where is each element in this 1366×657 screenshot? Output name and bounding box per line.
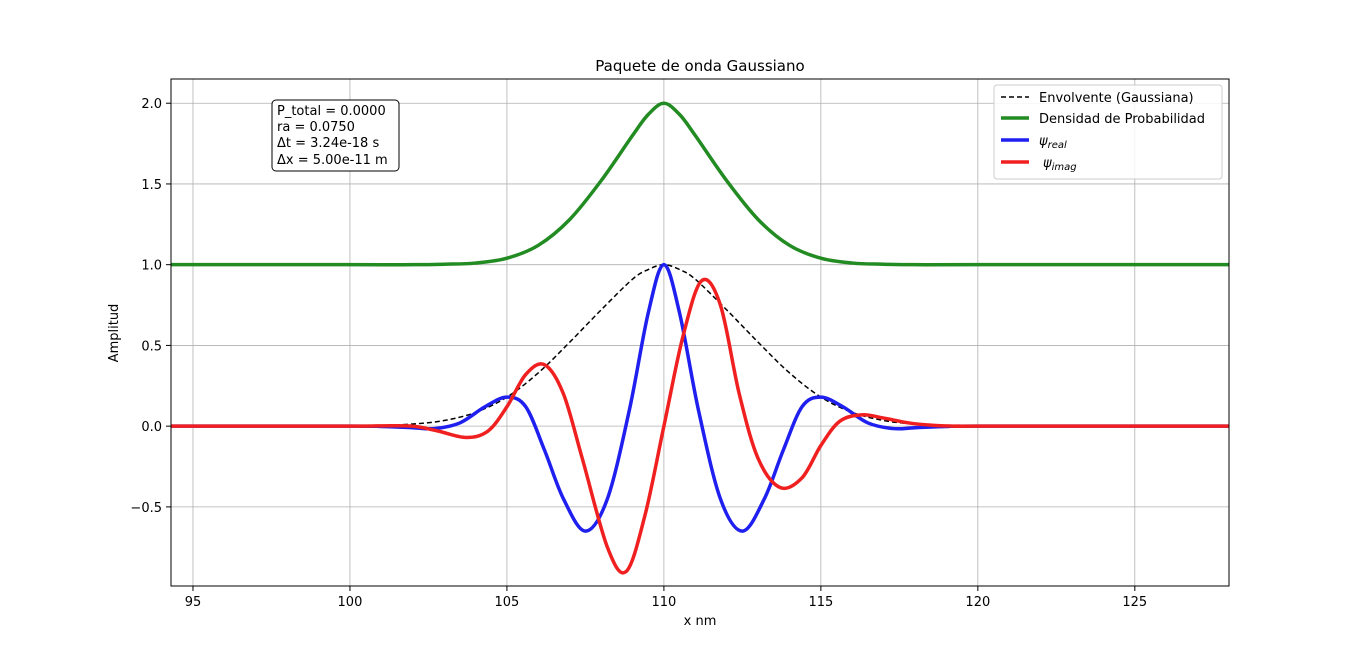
x-axis-label: x nm bbox=[684, 614, 717, 629]
info-line-delta-t: Δt = 3.24e-18 s bbox=[277, 136, 379, 151]
plot-lines bbox=[171, 101, 1229, 575]
series-psi-real bbox=[171, 262, 1229, 533]
x-tick-label: 120 bbox=[965, 595, 990, 610]
x-tick-label: 105 bbox=[495, 595, 520, 610]
legend-label-densidad: Densidad de Probabilidad bbox=[1039, 112, 1205, 127]
info-box-frame bbox=[271, 99, 400, 172]
y-tick-label: 0.5 bbox=[141, 339, 162, 354]
y-tick-label: 2.0 bbox=[141, 97, 162, 112]
info-box: P_total = 0.0000 ra = 0.0750 Δt = 3.24e-… bbox=[271, 99, 400, 172]
series-densidad bbox=[171, 101, 1229, 267]
legend-frame bbox=[993, 84, 1223, 180]
info-line-ra: ra = 0.0750 bbox=[277, 120, 355, 135]
legend-label-envolvente: Envolvente (Gaussiana) bbox=[1039, 91, 1194, 106]
info-line-delta-x: Δx = 5.00e-11 m bbox=[277, 153, 388, 168]
x-tick-label: 110 bbox=[651, 595, 676, 610]
info-line-p-total: P_total = 0.0000 bbox=[277, 104, 386, 119]
chart-title: Paquete de onda Gaussiano bbox=[595, 57, 804, 75]
series-psi-imag bbox=[171, 277, 1229, 575]
y-axis-label: Amplitud bbox=[107, 304, 122, 363]
y-tick-label: 1.5 bbox=[141, 178, 162, 193]
x-tick-label: 115 bbox=[808, 595, 833, 610]
plot-frame bbox=[170, 78, 1230, 587]
y-tick-label: 1.0 bbox=[141, 259, 162, 274]
y-tick-label: 0.0 bbox=[141, 420, 162, 435]
legend: Envolvente (Gaussiana) Densidad de Proba… bbox=[993, 84, 1223, 180]
axis-ticks: 95 100 105 110 115 120 125 −0.5 0.0 0.5 1.0 1.5 2.0 bbox=[130, 97, 1147, 610]
x-tick-label: 125 bbox=[1122, 595, 1147, 610]
x-tick-label: 100 bbox=[338, 595, 363, 610]
x-tick-label: 95 bbox=[185, 595, 202, 610]
y-tick-label: −0.5 bbox=[130, 501, 162, 516]
